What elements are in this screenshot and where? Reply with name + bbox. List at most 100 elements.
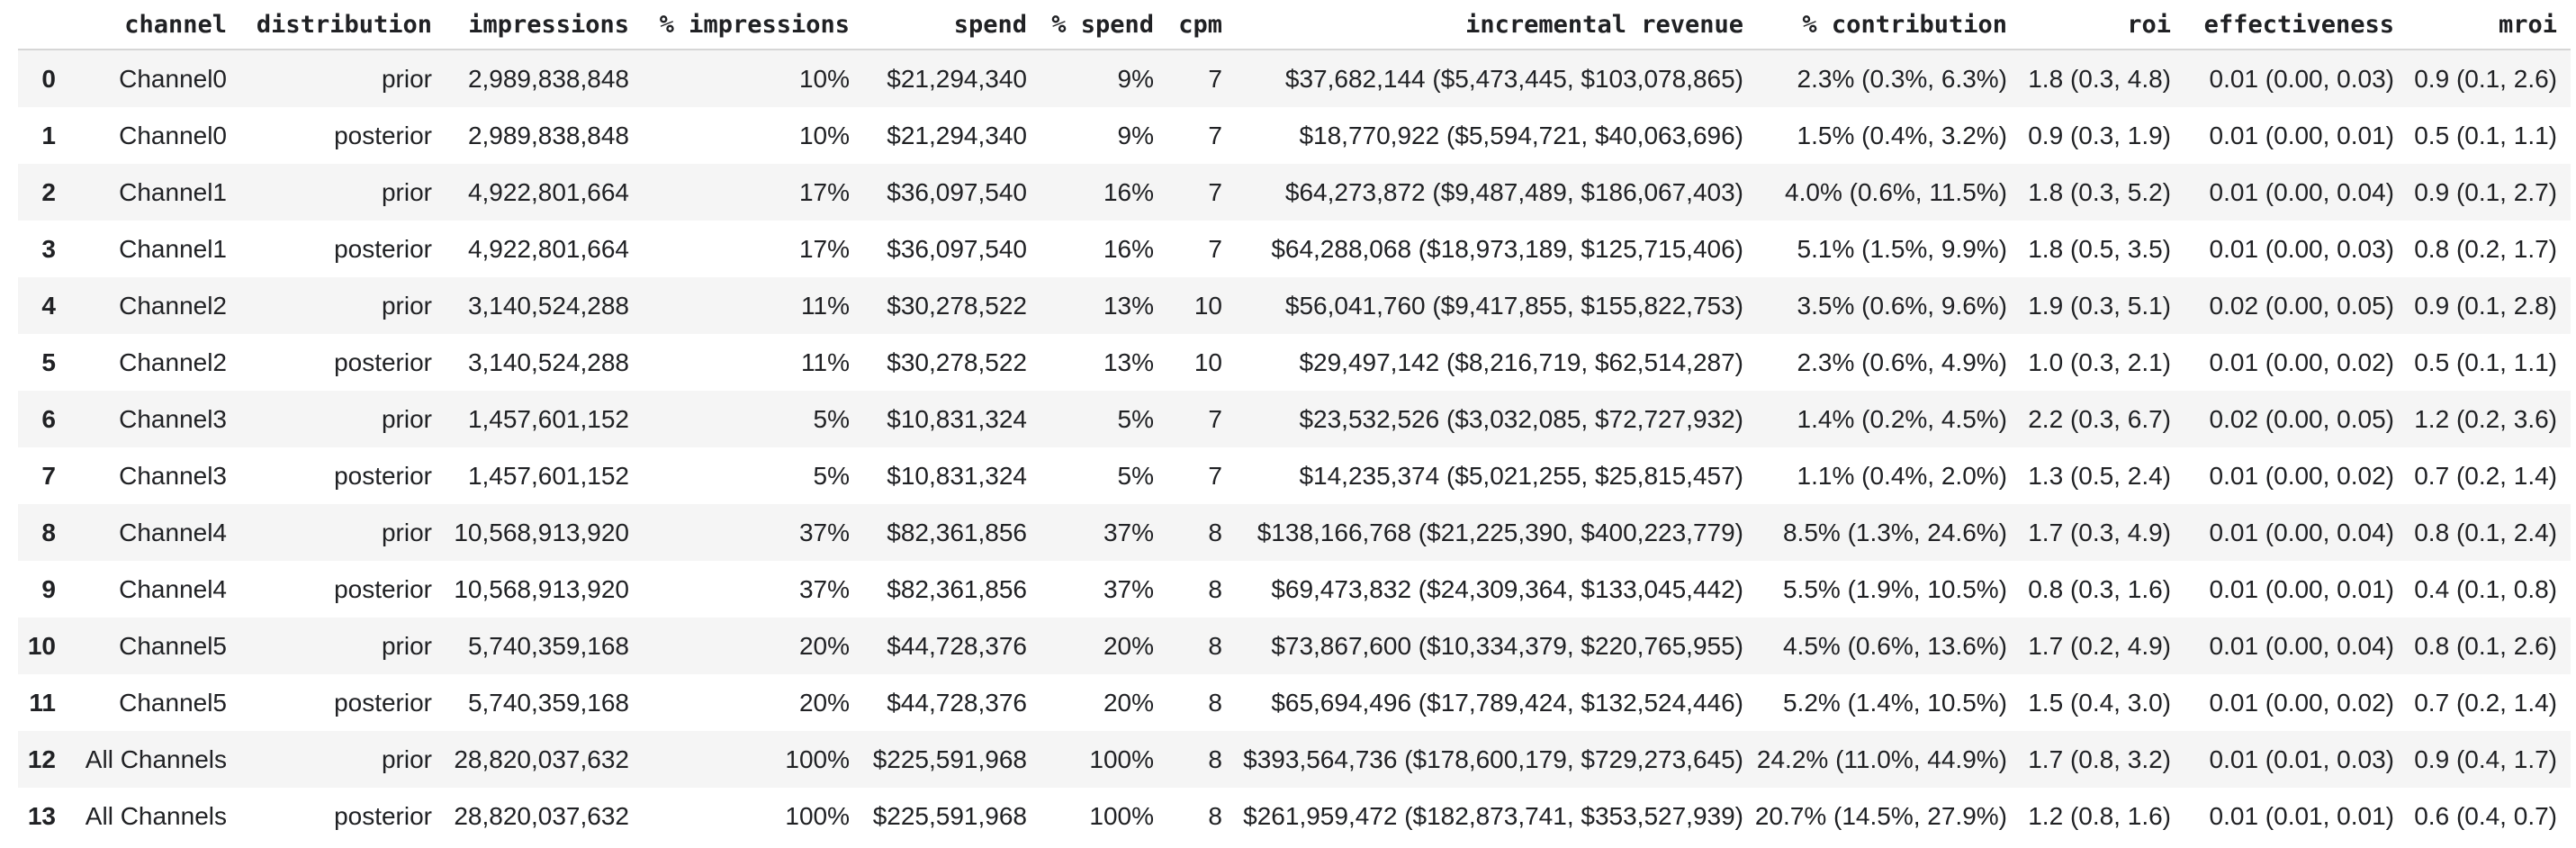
cell-cpm: 7	[1154, 50, 1222, 107]
cell-cpm: 8	[1208, 688, 1222, 717]
cell-cpm: 8	[1154, 731, 1222, 788]
cell-channel: All Channels	[56, 731, 227, 788]
cell-spend: $44,728,376	[850, 618, 1027, 674]
table-body: 0 Channel0 prior 2,989,838,848 10% $21,294,34…	[18, 50, 2571, 844]
cell-impressions: 4,922,801,664	[432, 164, 629, 221]
cell-effectiveness: 0.02 (0.00, 0.05)	[2171, 277, 2394, 334]
cell-pct_contribution: 2.3% (0.6%, 4.9%)	[1797, 347, 2007, 376]
cell-pct_spend: 37%	[1027, 504, 1154, 561]
cell-channel: Channel5	[56, 618, 227, 674]
cell-effectiveness: 0.01 (0.01, 0.01)	[2209, 801, 2394, 830]
cell-mroi: 0.9 (0.1, 2.8)	[2394, 277, 2571, 334]
cell-incremental_revenue: $23,532,526 ($3,032,085, $72,727,932)	[1222, 391, 1743, 447]
cell-distribution: prior	[227, 391, 432, 447]
cell-roi: 1.7 (0.3, 4.9)	[2007, 504, 2171, 561]
cell-impressions: 28,820,037,632	[432, 731, 629, 788]
table-row: 4 Channel2 prior 3,140,524,288 11% $30,278,52…	[18, 277, 2571, 334]
cell-channel: Channel3	[56, 391, 227, 447]
cell-distribution: posterior	[334, 688, 432, 717]
cell-pct_contribution: 1.5% (0.4%, 3.2%)	[1797, 121, 2007, 149]
row-index: 4	[18, 277, 56, 334]
cell-spend: $82,361,856	[850, 504, 1027, 561]
cell-mroi: 0.8 (0.1, 2.6)	[2394, 618, 2571, 674]
cell-spend: $10,831,324	[850, 391, 1027, 447]
cell-roi: 1.9 (0.3, 5.1)	[2007, 277, 2171, 334]
cell-cpm: 7	[1154, 164, 1222, 221]
row-index: 13	[27, 801, 56, 830]
cell-pct_contribution: 24.2% (11.0%, 44.9%)	[1743, 731, 2007, 788]
row-index: 10	[18, 618, 56, 674]
cell-incremental_revenue: $393,564,736 ($178,600,179, $729,273,645…	[1222, 731, 1743, 788]
cell-effectiveness: 0.01 (0.00, 0.03)	[2171, 50, 2394, 107]
cell-impressions: 1,457,601,152	[467, 461, 629, 490]
cell-effectiveness: 0.01 (0.00, 0.03)	[2209, 234, 2394, 263]
cell-incremental_revenue: $56,041,760 ($9,417,855, $155,822,753)	[1222, 277, 1743, 334]
cell-pct_contribution: 5.2% (1.4%, 10.5%)	[1782, 688, 2007, 717]
row-index: 1	[41, 121, 56, 149]
column-header-incremental_revenue: incremental revenue	[1222, 0, 1743, 50]
cell-pct_contribution: 1.4% (0.2%, 4.5%)	[1743, 391, 2007, 447]
cell-spend: $21,294,340	[850, 50, 1027, 107]
cell-pct_impressions: 37%	[629, 504, 850, 561]
cell-channel: Channel2	[56, 277, 227, 334]
cell-incremental_revenue: $65,694,496 ($17,789,424, $132,524,446)	[1271, 688, 1743, 717]
cell-incremental_revenue: $29,497,142 ($8,216,719, $62,514,287)	[1299, 347, 1743, 376]
column-header-cpm: cpm	[1154, 0, 1222, 50]
cell-pct_spend: 20%	[1027, 618, 1154, 674]
column-header-pct_spend: % spend	[1027, 0, 1154, 50]
cell-mroi: 0.8 (0.2, 1.7)	[2414, 234, 2557, 263]
table-row: 13 All Channels posterior 28,820,037,632 100…	[18, 788, 2571, 844]
cell-effectiveness: 0.01 (0.00, 0.02)	[2209, 688, 2394, 717]
cell-pct_spend: 5%	[1027, 391, 1154, 447]
cell-effectiveness: 0.01 (0.00, 0.02)	[2209, 347, 2394, 376]
cell-mroi: 0.8 (0.1, 2.4)	[2394, 504, 2571, 561]
cell-effectiveness: 0.02 (0.00, 0.05)	[2171, 391, 2394, 447]
cell-mroi: 0.4 (0.1, 0.8)	[2414, 574, 2557, 603]
table-row: 5 Channel2 posterior 3,140,524,288 11% $30,27…	[18, 334, 2571, 391]
cell-roi: 1.7 (0.2, 4.9)	[2007, 618, 2171, 674]
cell-effectiveness: 0.01 (0.01, 0.03)	[2171, 731, 2394, 788]
column-header-spend: spend	[850, 0, 1027, 50]
cell-pct_impressions: 17%	[798, 234, 850, 263]
cell-incremental_revenue: $37,682,144 ($5,473,445, $103,078,865)	[1222, 50, 1743, 107]
cell-pct_impressions: 11%	[801, 347, 850, 376]
cell-impressions: 3,140,524,288	[432, 277, 629, 334]
cell-channel: Channel0	[119, 121, 227, 149]
row-index: 9	[41, 574, 56, 603]
cell-impressions: 1,457,601,152	[432, 391, 629, 447]
cell-pct_spend: 13%	[1027, 277, 1154, 334]
cell-pct_contribution: 4.0% (0.6%, 11.5%)	[1743, 164, 2007, 221]
cell-effectiveness: 0.01 (0.00, 0.04)	[2171, 618, 2394, 674]
table-row: 0 Channel0 prior 2,989,838,848 10% $21,294,34…	[18, 50, 2571, 107]
cell-pct_spend: 13%	[1103, 347, 1154, 376]
cell-roi: 1.8 (0.3, 4.8)	[2007, 50, 2171, 107]
cell-spend: $30,278,522	[850, 277, 1027, 334]
cell-spend: $44,728,376	[887, 688, 1027, 717]
row-index: 8	[18, 504, 56, 561]
column-header-impressions: impressions	[432, 0, 629, 50]
cell-roi: 1.2 (0.8, 1.6)	[2028, 801, 2171, 830]
cell-pct_impressions: 100%	[629, 731, 850, 788]
table-row: 10 Channel5 prior 5,740,359,168 20% $44,728,3…	[18, 618, 2571, 674]
row-index: 3	[41, 234, 56, 263]
cell-mroi: 1.2 (0.2, 3.6)	[2394, 391, 2571, 447]
cell-distribution: prior	[227, 277, 432, 334]
index-column-header	[18, 0, 56, 50]
cell-effectiveness: 0.01 (0.00, 0.04)	[2171, 164, 2394, 221]
table-row: 2 Channel1 prior 4,922,801,664 17% $36,097,54…	[18, 164, 2571, 221]
row-index: 6	[18, 391, 56, 447]
cell-pct_spend: 100%	[1089, 801, 1154, 830]
cell-spend: $36,097,540	[887, 234, 1027, 263]
cell-effectiveness: 0.01 (0.00, 0.01)	[2209, 121, 2394, 149]
cell-mroi: 0.6 (0.4, 0.7)	[2414, 801, 2557, 830]
cell-spend: $10,831,324	[887, 461, 1027, 490]
cell-distribution: posterior	[334, 347, 432, 376]
cell-distribution: prior	[227, 618, 432, 674]
cell-roi: 2.2 (0.3, 6.7)	[2007, 391, 2171, 447]
cell-cpm: 7	[1154, 391, 1222, 447]
row-index: 7	[41, 461, 56, 490]
cell-mroi: 0.9 (0.1, 2.7)	[2394, 164, 2571, 221]
cell-cpm: 7	[1208, 234, 1222, 263]
cell-roi: 1.8 (0.3, 5.2)	[2007, 164, 2171, 221]
column-header-pct_impressions: % impressions	[629, 0, 850, 50]
